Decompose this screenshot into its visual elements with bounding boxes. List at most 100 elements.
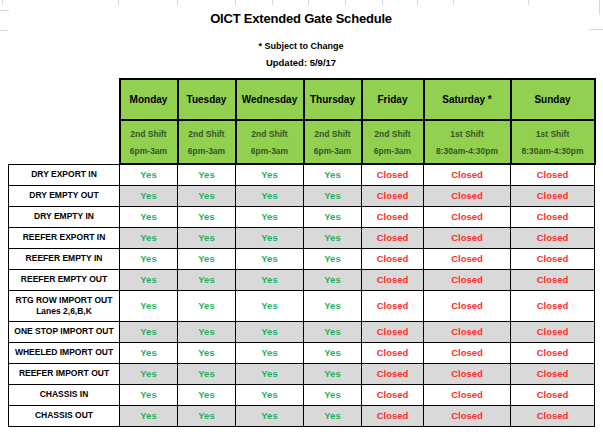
cell-dry-export-in-sunday: Closed <box>511 164 595 185</box>
shift-hours: 6pm-3am <box>363 146 423 156</box>
row-label-dry-empty-out: DRY EMPTY OUT <box>9 185 120 206</box>
schedule-row-wheeled-import-out: WHEELED IMPORT OUTYesYesYesYesClosedClos… <box>9 342 595 363</box>
cell-chassis-in-tuesday: Yes <box>178 384 236 405</box>
cell-chassis-in-wednesday: Yes <box>236 384 304 405</box>
cell-reefer-import-out-friday: Closed <box>362 363 424 384</box>
row-label-text: REEFER EMPTY IN <box>9 253 119 264</box>
col-header-wednesday: Wednesday <box>236 79 304 120</box>
cell-reefer-export-in-wednesday: Yes <box>236 227 304 248</box>
cell-one-stop-import-out-tuesday: Yes <box>178 321 236 342</box>
cell-one-stop-import-out-monday: Yes <box>120 321 178 342</box>
cell-reefer-import-out-wednesday: Yes <box>236 363 304 384</box>
cell-rtg-row-import-out-thursday: Yes <box>304 290 362 321</box>
schedule-row-rtg-row-import-out: RTG ROW IMPORT OUTLanes 2,6,B,KYesYesYes… <box>9 290 595 321</box>
shift-name: 2nd Shift <box>179 129 235 139</box>
schedule-row-reefer-empty-out: REEFER EMPTY OUTYesYesYesYesClosedClosed… <box>9 269 595 290</box>
col-header-sunday: Sunday <box>511 79 595 120</box>
shift-hours: 6pm-3am <box>237 146 303 156</box>
row-label-reefer-import-out: REEFER IMPORT OUT <box>9 363 120 384</box>
cell-reefer-import-out-sunday: Closed <box>511 363 595 384</box>
cell-one-stop-import-out-sunday: Closed <box>511 321 595 342</box>
row-label-text: DRY EMPTY OUT <box>9 190 119 201</box>
cell-reefer-import-out-saturday: Closed <box>424 363 511 384</box>
col-header-tuesday: Tuesday <box>178 79 236 120</box>
page-title: OICT Extended Gate Schedule <box>8 11 594 26</box>
cell-chassis-in-thursday: Yes <box>304 384 362 405</box>
cell-wheeled-import-out-thursday: Yes <box>304 342 362 363</box>
shift-header-friday: 2nd Shift 6pm-3am <box>362 120 424 164</box>
schedule-row-chassis-out: CHASSIS OUTYesYesYesYesClosedClosedClose… <box>9 405 595 426</box>
cell-dry-empty-in-saturday: Closed <box>424 206 511 227</box>
cell-chassis-in-sunday: Closed <box>511 384 595 405</box>
shift-header-thursday: 2nd Shift6pm-3am <box>304 120 362 164</box>
cell-wheeled-import-out-monday: Yes <box>120 342 178 363</box>
cell-rtg-row-import-out-tuesday: Yes <box>178 290 236 321</box>
cell-chassis-out-wednesday: Yes <box>236 405 304 426</box>
shift-header-monday: 2nd Shift 6pm-3am <box>120 120 178 164</box>
col-header-thursday: Thursday <box>304 79 362 120</box>
cell-reefer-import-out-thursday: Yes <box>304 363 362 384</box>
shift-hours: 8:30am-4:30pm <box>425 146 510 156</box>
row-label-dry-empty-in: DRY EMPTY IN <box>9 206 120 227</box>
row-label-chassis-out: CHASSIS OUT <box>9 405 120 426</box>
gate-schedule-table: MondayTuesdayWednesdayThursdayFridaySatu… <box>8 78 596 427</box>
cell-chassis-in-monday: Yes <box>120 384 178 405</box>
cell-one-stop-import-out-thursday: Yes <box>304 321 362 342</box>
cell-reefer-export-in-thursday: Yes <box>304 227 362 248</box>
cell-dry-empty-out-monday: Yes <box>120 185 178 206</box>
cell-wheeled-import-out-tuesday: Yes <box>178 342 236 363</box>
cell-reefer-empty-out-saturday: Closed <box>424 269 511 290</box>
cell-reefer-import-out-tuesday: Yes <box>178 363 236 384</box>
cell-reefer-empty-in-saturday: Closed <box>424 248 511 269</box>
row-label-text: ONE STOP IMPORT OUT <box>9 326 119 337</box>
cell-dry-empty-in-tuesday: Yes <box>178 206 236 227</box>
corner-spacer <box>9 120 120 164</box>
row-label-text: REEFER EMPTY OUT <box>9 274 119 285</box>
schedule-row-reefer-empty-in: REEFER EMPTY INYesYesYesYesClosedClosedC… <box>9 248 595 269</box>
shift-name: 1st Shift <box>425 129 510 139</box>
cell-reefer-export-in-monday: Yes <box>120 227 178 248</box>
shift-name: 1st Shift <box>512 129 594 139</box>
cell-dry-export-in-saturday: Closed <box>424 164 511 185</box>
cell-chassis-in-saturday: Closed <box>424 384 511 405</box>
shift-name: 2nd Shift <box>121 129 177 139</box>
cell-reefer-empty-out-friday: Closed <box>362 269 424 290</box>
shift-name: 2nd Shift <box>305 129 361 139</box>
shift-header-saturday: 1st Shift 8:30am-4:30pm <box>424 120 511 164</box>
cell-reefer-export-in-sunday: Closed <box>511 227 595 248</box>
shift-hours: 6pm-3am <box>179 146 235 156</box>
cell-dry-export-in-friday: Closed <box>362 164 424 185</box>
shift-name: 2nd Shift <box>363 129 423 139</box>
row-label-chassis-in: CHASSIS IN <box>9 384 120 405</box>
schedule-row-reefer-import-out: REEFER IMPORT OUTYesYesYesYesClosedClose… <box>9 363 595 384</box>
shift-hours: 6pm-3am <box>121 146 177 156</box>
cell-dry-empty-out-thursday: Yes <box>304 185 362 206</box>
cell-reefer-empty-in-sunday: Closed <box>511 248 595 269</box>
cell-dry-empty-in-friday: Closed <box>362 206 424 227</box>
cell-reefer-empty-out-sunday: Closed <box>511 269 595 290</box>
cell-dry-empty-in-monday: Yes <box>120 206 178 227</box>
table-header: MondayTuesdayWednesdayThursdayFridaySatu… <box>9 79 595 164</box>
cell-chassis-out-tuesday: Yes <box>178 405 236 426</box>
cell-reefer-import-out-monday: Yes <box>120 363 178 384</box>
cell-dry-export-in-monday: Yes <box>120 164 178 185</box>
subject-to-change-note: * Subject to Change <box>8 41 594 51</box>
row-label-text: DRY EXPORT IN <box>9 169 119 180</box>
cell-reefer-empty-out-monday: Yes <box>120 269 178 290</box>
row-label-dry-export-in: DRY EXPORT IN <box>9 164 120 185</box>
row-label-text: RTG ROW IMPORT OUT <box>9 295 119 306</box>
cell-rtg-row-import-out-saturday: Closed <box>424 290 511 321</box>
cell-chassis-out-saturday: Closed <box>424 405 511 426</box>
row-label-text: WHEELED IMPORT OUT <box>9 347 119 358</box>
row-label-reefer-empty-out: REEFER EMPTY OUT <box>9 269 120 290</box>
row-label-text: DRY EMPTY IN <box>9 211 119 222</box>
col-header-saturday: Saturday * <box>424 79 511 120</box>
schedule-row-dry-export-in: DRY EXPORT INYesYesYesYesClosedClosedClo… <box>9 164 595 185</box>
cell-reefer-empty-out-tuesday: Yes <box>178 269 236 290</box>
corner-spacer <box>9 79 120 120</box>
cell-dry-empty-out-saturday: Closed <box>424 185 511 206</box>
cell-dry-empty-out-tuesday: Yes <box>178 185 236 206</box>
schedule-row-one-stop-import-out: ONE STOP IMPORT OUTYesYesYesYesClosedClo… <box>9 321 595 342</box>
updated-date: Updated: 5/9/17 <box>8 57 594 68</box>
cell-one-stop-import-out-wednesday: Yes <box>236 321 304 342</box>
